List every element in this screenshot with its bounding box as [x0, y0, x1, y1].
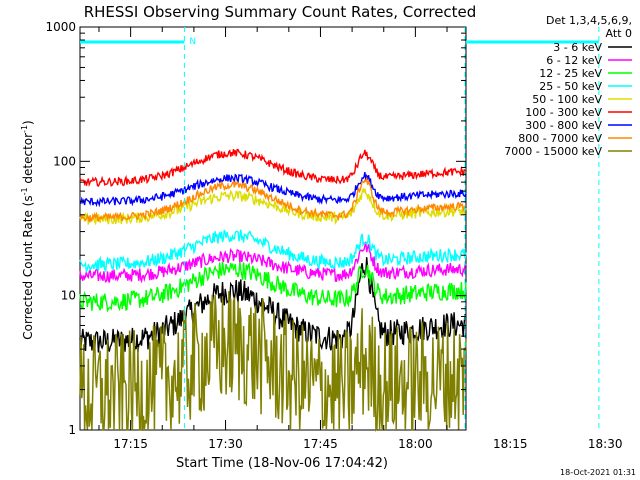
- x-tick-label: 18:15: [493, 437, 528, 451]
- y-axis-label-main: Corrected Count Rate (s: [21, 195, 35, 339]
- y-axis-label-sup2: -1: [20, 125, 29, 133]
- series-line: [79, 171, 467, 208]
- plot-frame: [79, 26, 467, 431]
- series-line: [79, 257, 467, 353]
- series-line: [79, 241, 467, 284]
- night-marker-label: N: [189, 37, 196, 47]
- marker-layer: N: [80, 27, 600, 430]
- x-tick-label: 17:15: [113, 437, 148, 451]
- x-tick-label: 18:00: [398, 437, 433, 451]
- legend-entry-label: 3 - 6 keV: [553, 41, 602, 54]
- legend-header-line2: Att 0: [606, 27, 632, 40]
- timestamp: 18-Oct-2021 01:31: [560, 468, 636, 477]
- y-tick-label: 1: [68, 423, 76, 437]
- legend-entry-label: 6 - 12 keV: [546, 54, 602, 67]
- legend-entry-label: 7000 - 15000 keV: [504, 145, 602, 158]
- y-axis: 1 10 100 1000: [45, 20, 466, 437]
- series-line: [79, 291, 467, 432]
- x-tick-label: 17:30: [208, 437, 243, 451]
- plot-border: [79, 26, 467, 431]
- x-axis-label: Start Time (18-Nov-06 17:04:42): [176, 456, 388, 471]
- y-tick-label: 10: [61, 289, 76, 303]
- series-line: [79, 229, 467, 274]
- series-line: [79, 261, 467, 313]
- legend-entry-label: 25 - 50 keV: [539, 80, 602, 93]
- y-axis-label-sup1: -1: [20, 187, 29, 195]
- chart-title: RHESSI Observing Summary Count Rates, Co…: [84, 3, 477, 21]
- legend-entry-label: 100 - 300 keV: [525, 106, 602, 119]
- y-axis-label-mid: detector: [21, 133, 35, 188]
- legend-entry-label: 800 - 7000 keV: [518, 132, 602, 145]
- series-layer: [79, 148, 467, 432]
- legend-entry-label: 300 - 800 keV: [525, 119, 602, 132]
- y-axis-label-end: ): [21, 120, 35, 125]
- y-tick-label: 1000: [45, 20, 76, 34]
- legend-entry-label: 12 - 25 keV: [539, 67, 602, 80]
- x-tick-label: 18:30: [588, 437, 623, 451]
- y-tick-label: 100: [53, 154, 76, 168]
- x-axis: 17:15 17:30 17:45 18:00 18:15 18:30: [98, 27, 623, 451]
- y-axis-label: Corrected Count Rate (s-1 detector-1): [20, 120, 35, 339]
- legend-header-line1: Det 1,3,4,5,6,9,: [546, 14, 632, 27]
- series-line: [79, 148, 467, 188]
- x-tick-label: 17:45: [303, 437, 338, 451]
- legend-entry-label: 50 - 100 keV: [532, 93, 602, 106]
- series-line: [79, 176, 466, 224]
